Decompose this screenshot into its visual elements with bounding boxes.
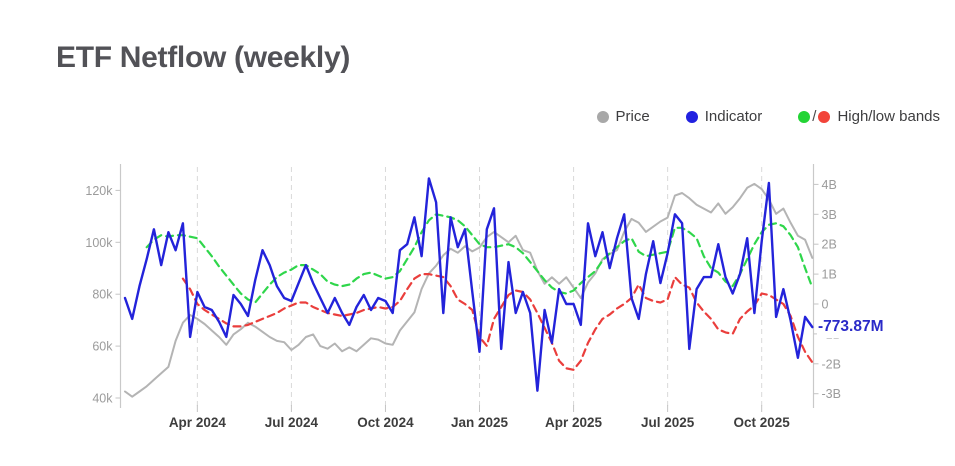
legend-bands-separator: / xyxy=(812,108,817,125)
y-left-axis-labels: 120k 100k 80k 60k 40k xyxy=(85,184,121,406)
current-value-label: -773.87M xyxy=(817,316,888,339)
indicator-legend-dot-icon xyxy=(685,110,698,123)
chart-plot-area[interactable]: Apr 2024 Jul 2024 Oct 2024 Jan 2025 Apr 2025… xyxy=(0,150,955,450)
x-gridlines xyxy=(196,167,763,412)
svg-text:100k: 100k xyxy=(85,236,113,250)
price-legend-dot-icon xyxy=(596,110,609,123)
x-axis-labels: Apr 2024 Jul 2024 Oct 2024 Jan 2025 Apr 2025… xyxy=(169,415,790,430)
legend-item-bands[interactable]: / High/low bands xyxy=(798,108,940,125)
series-price[interactable] xyxy=(124,182,814,398)
svg-text:Jul 2025: Jul 2025 xyxy=(641,415,695,430)
svg-text:Jul 2024: Jul 2024 xyxy=(265,415,319,430)
svg-text:1B: 1B xyxy=(822,268,837,282)
svg-text:80k: 80k xyxy=(92,288,113,302)
svg-text:120k: 120k xyxy=(85,184,113,198)
page-title: ETF Netflow (weekly) xyxy=(56,41,351,74)
svg-text:Apr 2025: Apr 2025 xyxy=(545,415,603,430)
svg-text:Apr 2024: Apr 2024 xyxy=(169,415,227,430)
svg-text:60k: 60k xyxy=(92,340,113,354)
plot-series[interactable] xyxy=(123,177,814,398)
svg-text:2B: 2B xyxy=(822,238,837,252)
svg-text:4B: 4B xyxy=(822,178,837,192)
legend-label-price: Price xyxy=(615,108,650,125)
legend-label-indicator: Indicator xyxy=(704,108,763,125)
legend-label-bands: High/low bands xyxy=(837,108,940,125)
series-low-band[interactable] xyxy=(181,273,814,371)
high-band-legend-dot-icon xyxy=(798,110,811,123)
svg-text:Oct 2025: Oct 2025 xyxy=(734,415,791,430)
svg-text:40k: 40k xyxy=(92,392,113,406)
series-high-band[interactable] xyxy=(145,213,814,304)
chart-legend: Price Indicator / High/low bands xyxy=(596,108,940,125)
series-indicator[interactable] xyxy=(123,177,814,392)
svg-text:Jan 2025: Jan 2025 xyxy=(451,415,509,430)
axis-lines xyxy=(119,164,815,408)
svg-text:Oct 2024: Oct 2024 xyxy=(357,415,414,430)
svg-text:0: 0 xyxy=(822,298,829,312)
svg-text:3B: 3B xyxy=(822,208,837,222)
low-band-legend-dot-icon xyxy=(818,110,831,123)
legend-item-price[interactable]: Price xyxy=(596,108,650,125)
svg-text:-2B: -2B xyxy=(822,357,841,371)
svg-text:-3B: -3B xyxy=(822,387,841,401)
legend-item-indicator[interactable]: Indicator xyxy=(685,108,763,125)
